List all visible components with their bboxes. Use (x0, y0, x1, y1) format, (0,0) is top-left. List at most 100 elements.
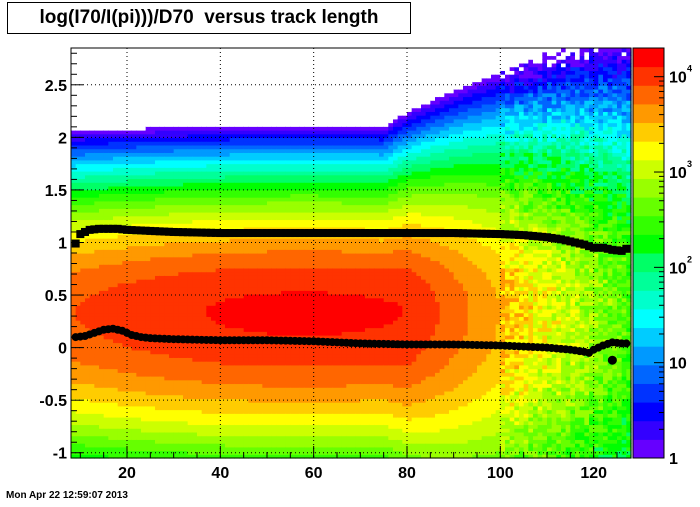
heatmap-cell (220, 361, 226, 366)
heatmap-cell (206, 212, 212, 217)
heatmap-cell (80, 118, 86, 124)
heatmap-cell (239, 92, 245, 98)
heatmap-cell (155, 185, 161, 191)
heatmap-cell (80, 85, 86, 90)
heatmap-cell (243, 327, 249, 332)
heatmap-cell (253, 368, 259, 373)
heatmap-cell (257, 372, 263, 377)
heatmap-cell (173, 185, 179, 191)
heatmap-cell (117, 66, 123, 71)
heatmap-cell (127, 111, 133, 116)
heatmap-cell (117, 390, 123, 396)
heatmap-cell (150, 189, 156, 194)
heatmap-cell (197, 420, 203, 426)
heatmap-cell (155, 159, 161, 165)
heatmap-cell (243, 137, 249, 142)
heatmap-cell (239, 103, 245, 109)
heatmap-cell (197, 320, 203, 325)
heatmap-cell (80, 383, 86, 388)
heatmap-cell (150, 111, 156, 116)
heatmap-cell (75, 81, 81, 86)
heatmap-cell (234, 420, 240, 426)
heatmap-cell (89, 100, 95, 105)
heatmap-cell (267, 107, 273, 112)
heatmap-cell (127, 103, 133, 109)
heatmap-cell (201, 450, 207, 455)
heatmap-cell (187, 450, 193, 455)
heatmap-cell (89, 241, 95, 247)
heatmap-cell (94, 245, 100, 250)
heatmap-cell (150, 308, 156, 314)
heatmap-cell (267, 387, 273, 392)
heatmap-cell (89, 111, 95, 116)
heatmap-cell (169, 305, 175, 310)
heatmap-cell (253, 253, 259, 258)
heatmap-cell (271, 424, 277, 429)
heatmap-cell (113, 294, 119, 299)
heatmap-cell (99, 238, 105, 243)
heatmap-cell (122, 342, 128, 347)
heatmap-cell (164, 70, 170, 75)
heatmap-cell (201, 74, 207, 79)
heatmap-cell (192, 212, 198, 217)
heatmap-cell (192, 144, 198, 150)
heatmap-cell (173, 245, 179, 250)
heatmap-cell (267, 171, 273, 176)
heatmap-cell (267, 182, 273, 187)
heatmap-cell (262, 327, 268, 332)
heatmap-cell (262, 156, 268, 161)
heatmap-cell (253, 148, 259, 153)
heatmap-cell (229, 115, 235, 120)
heatmap-cell (211, 398, 217, 403)
heatmap-cell (103, 390, 109, 396)
heatmap-cell (113, 282, 119, 288)
heatmap-cell (159, 115, 165, 120)
heatmap-cell (229, 286, 235, 291)
heatmap-cell (262, 320, 268, 325)
heatmap-cell (225, 144, 231, 150)
heatmap-cell (220, 256, 226, 262)
heatmap-cell (80, 163, 86, 168)
heatmap-cell (220, 312, 226, 317)
heatmap-cell (192, 417, 198, 422)
heatmap-cell (103, 349, 109, 355)
heatmap-cell (201, 122, 207, 127)
heatmap-cell (80, 342, 86, 347)
heatmap-cell (150, 387, 156, 392)
heatmap-cell (113, 59, 119, 64)
heatmap-cell (257, 66, 263, 71)
heatmap-cell (257, 156, 263, 161)
heatmap-cell (253, 279, 259, 284)
heatmap-cell (75, 342, 81, 347)
heatmap-cell (103, 115, 109, 120)
heatmap-cell (150, 77, 156, 83)
heatmap-cell (155, 62, 161, 68)
heatmap-cell (276, 197, 282, 202)
heatmap-cell (113, 335, 119, 340)
heatmap-cell (178, 431, 184, 437)
heatmap-cell (127, 107, 133, 112)
heatmap-cell (257, 424, 263, 429)
heatmap-cell (136, 290, 142, 295)
heatmap-cell (75, 148, 81, 153)
heatmap-cell (276, 189, 282, 194)
heatmap-cell (145, 249, 151, 254)
heatmap-cell (201, 167, 207, 172)
heatmap-cell (113, 141, 119, 146)
heatmap-cell (155, 167, 161, 172)
heatmap-cell (150, 137, 156, 142)
heatmap-cell (136, 398, 142, 403)
heatmap-cell (257, 417, 263, 422)
heatmap-cell (183, 51, 189, 57)
heatmap-cell (267, 130, 273, 135)
heatmap-cell (75, 413, 81, 418)
heatmap-cell (225, 346, 231, 351)
heatmap-cell (85, 115, 91, 120)
heatmap-cell (239, 405, 245, 411)
heatmap-cell (229, 118, 235, 124)
heatmap-cell (155, 74, 161, 79)
heatmap-cell (271, 249, 277, 254)
heatmap-cell (99, 394, 105, 399)
heatmap-cell (141, 245, 147, 250)
heatmap-cell (173, 81, 179, 86)
